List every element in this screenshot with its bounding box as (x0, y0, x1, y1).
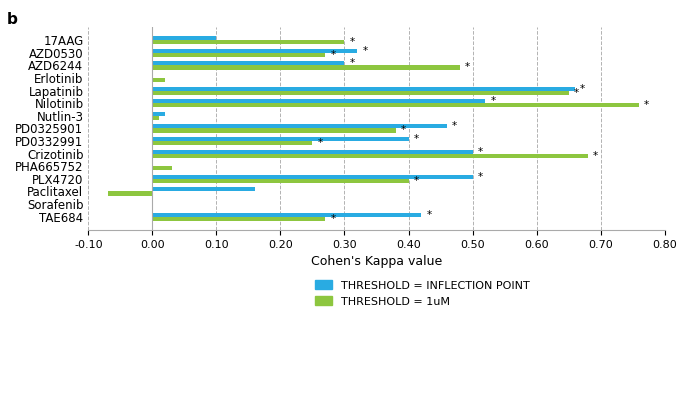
Text: *: * (318, 138, 322, 148)
Text: b: b (7, 12, 18, 27)
Bar (152, 175, 473, 179)
Text: *: * (330, 214, 336, 224)
Text: *: * (593, 151, 598, 161)
Bar (152, 166, 172, 170)
Text: *: * (426, 210, 432, 220)
Bar (152, 217, 325, 221)
Text: *: * (363, 46, 367, 56)
Bar (152, 179, 408, 183)
Text: *: * (414, 134, 419, 144)
Legend: THRESHOLD = INFLECTION POINT, THRESHOLD = 1uM: THRESHOLD = INFLECTION POINT, THRESHOLD … (316, 280, 530, 307)
Text: *: * (644, 100, 649, 110)
Text: *: * (452, 122, 457, 132)
Text: *: * (477, 147, 483, 157)
Bar (152, 112, 165, 116)
Bar (152, 87, 575, 91)
Bar (152, 40, 345, 45)
Bar (152, 91, 569, 95)
Text: *: * (349, 59, 355, 69)
Bar (152, 141, 313, 145)
Text: *: * (574, 88, 579, 98)
Bar (152, 103, 639, 107)
Bar (152, 78, 165, 82)
Bar (152, 150, 473, 154)
Bar (152, 49, 357, 53)
Text: *: * (477, 172, 483, 182)
Text: *: * (349, 37, 355, 47)
Text: *: * (491, 96, 495, 106)
Bar (152, 187, 255, 191)
Bar (152, 137, 408, 141)
Bar (152, 124, 447, 128)
Bar (152, 128, 396, 132)
Text: *: * (414, 176, 419, 186)
Bar (107, 191, 152, 196)
Bar (152, 116, 158, 120)
Text: *: * (401, 126, 406, 136)
X-axis label: Cohen's Kappa value: Cohen's Kappa value (311, 255, 442, 268)
Bar (152, 99, 485, 103)
Bar (152, 154, 588, 158)
Bar (152, 213, 421, 217)
Bar (152, 53, 325, 57)
Text: *: * (580, 84, 585, 94)
Bar (152, 36, 217, 40)
Bar (152, 61, 345, 65)
Bar (152, 65, 459, 69)
Text: *: * (465, 63, 470, 73)
Text: *: * (330, 50, 336, 60)
